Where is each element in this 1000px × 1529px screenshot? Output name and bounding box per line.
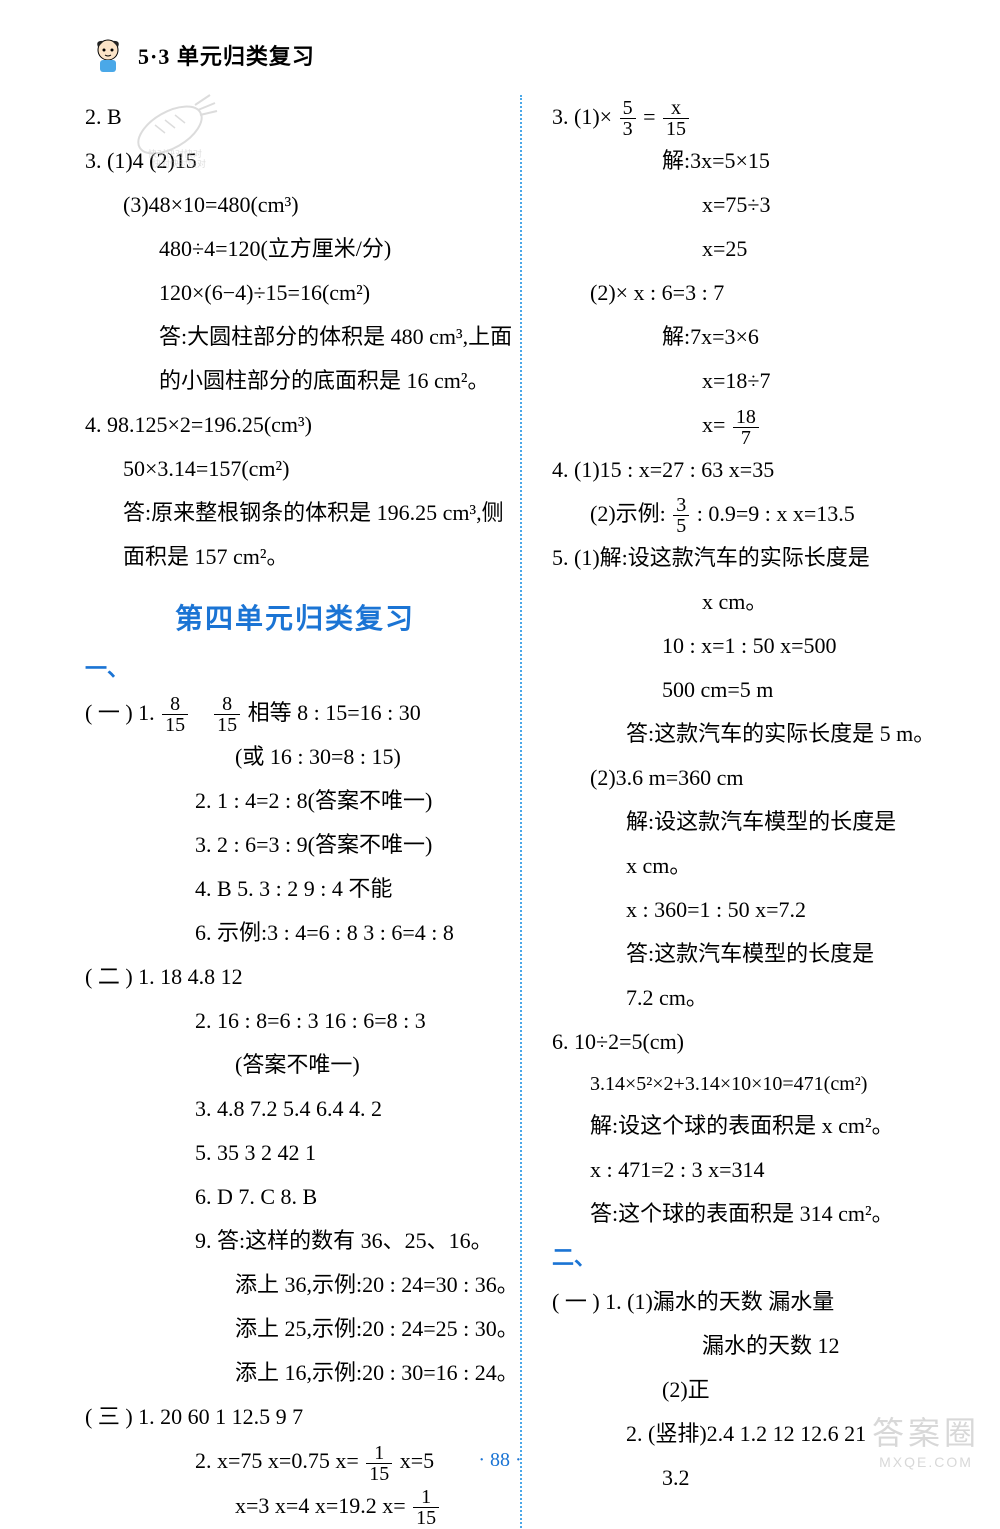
text: ( 一 ) 1. 815 815 相等 8 : 15=16 : 30 [85,691,505,735]
text: 50×3.14=157(cm²) [85,447,505,491]
text: 2. 16 : 8=6 : 3 16 : 6=8 : 3 [85,999,505,1043]
text: 漏水的天数 12 [552,1324,940,1368]
roman-heading: 一、 [85,647,505,691]
text: 添上 36,示例:20 : 24=30 : 36。 [85,1263,505,1307]
text: 解:设这个球的表面积是 x cm²。 [552,1104,940,1148]
text: 6. 示例:3 : 4=6 : 8 3 : 6=4 : 8 [85,911,505,955]
text: x=18÷7 [552,359,940,403]
right-column: 3. (1)× 53 = x15 解:3x=5×15 x=75÷3 x=25 (… [520,95,940,1528]
text: ( 二 ) 1. 18 4.8 12 [85,955,505,999]
svg-text:快对快对快对: 快对快对快对 [152,158,206,169]
carrot-watermark: 快对快对快对 快对快对快对 [130,85,220,170]
text: (或 16 : 30=8 : 15) [85,735,505,779]
text: 添上 25,示例:20 : 24=25 : 30。 [85,1307,505,1351]
text: x= 187 [552,403,940,447]
text: (2)3.6 m=360 cm [552,756,940,800]
text: 解:7x=3×6 [552,315,940,359]
text: 5. (1)解:设这款汽车的实际长度是 [552,536,940,580]
text: (3)48×10=480(cm³) [85,183,505,227]
text: 3.14×5²×2+3.14×10×10=471(cm²) [552,1064,940,1104]
text: 的小圆柱部分的底面积是 16 cm²。 [85,359,505,403]
text: 6. 10÷2=5(cm) [552,1020,940,1064]
watermark-site: MXQE.COM [872,1454,980,1470]
text: 6. D 7. C 8. B [85,1175,505,1219]
text: (答案不唯一) [85,1043,505,1087]
text: 4. 98.125×2=196.25(cm³) [85,403,505,447]
page-number: · 88 · [0,1449,1000,1472]
text: 4. B 5. 3 : 2 9 : 4 不能 [85,867,505,911]
text: 答:这款汽车的实际长度是 5 m。 [552,712,940,756]
mascot-icon [90,35,130,75]
text: 答:原来整根钢条的体积是 196.25 cm³,侧 [85,491,505,535]
text: x=75÷3 [552,183,940,227]
text: ( 一 ) 1. (1)漏水的天数 漏水量 [552,1280,940,1324]
header-title: 5·3 单元归类复习 [138,39,315,71]
text: 解:3x=5×15 [552,139,940,183]
text: 10 : x=1 : 50 x=500 [552,624,940,668]
text: 3. 2 : 6=3 : 9(答案不唯一) [85,823,505,867]
text: 2. 1 : 4=2 : 8(答案不唯一) [85,779,505,823]
text: x=3 x=4 x=19.2 x= 115 [85,1484,505,1528]
text: 3. 4.8 7.2 5.4 6.4 4. 2 [85,1087,505,1131]
roman-heading: 二、 [552,1236,940,1280]
text: x cm。 [552,844,940,888]
svg-text:快对快对快对: 快对快对快对 [148,148,202,159]
text: x : 360=1 : 50 x=7.2 [552,888,940,932]
text: 5. 35 3 2 42 1 [85,1131,505,1175]
text: 3. (1)× 53 = x15 [552,95,940,139]
text: x : 471=2 : 3 x=314 [552,1148,940,1192]
text: 120×(6−4)÷15=16(cm²) [85,271,505,315]
text: 9. 答:这样的数有 36、25、16。 [85,1219,505,1263]
text: x cm。 [552,580,940,624]
text: (2)正 [552,1368,940,1412]
text: 解:设这款汽车模型的长度是 [552,800,940,844]
text: (2)× x : 6=3 : 7 [552,271,940,315]
text: ( 三 ) 1. 20 60 1 12.5 9 7 [85,1395,505,1439]
text: 面积是 157 cm²。 [85,535,505,579]
watermark-text: 答案圈 [872,1415,980,1451]
text: 答:这个球的表面积是 314 cm²。 [552,1192,940,1236]
text: 答:大圆柱部分的体积是 480 cm³,上面 [85,315,505,359]
text: 添上 16,示例:20 : 30=16 : 24。 [85,1351,505,1395]
section-title: 第四单元归类复习 [85,597,505,637]
text: 4. (1)15 : x=27 : 63 x=35 [552,448,940,492]
text: 7.2 cm。 [552,976,940,1020]
text: (2)示例: 35 : 0.9=9 : x x=13.5 [552,492,940,536]
left-column: 2. B 3. (1)4 (2)15 (3)48×10=480(cm³) 480… [85,95,520,1528]
text: 500 cm=5 m [552,668,940,712]
text: 答:这款汽车模型的长度是 [552,932,940,976]
text: x=25 [552,227,940,271]
watermark: 答案圈 MXQE.COM [872,1408,980,1470]
text: 480÷4=120(立方厘米/分) [85,227,505,271]
